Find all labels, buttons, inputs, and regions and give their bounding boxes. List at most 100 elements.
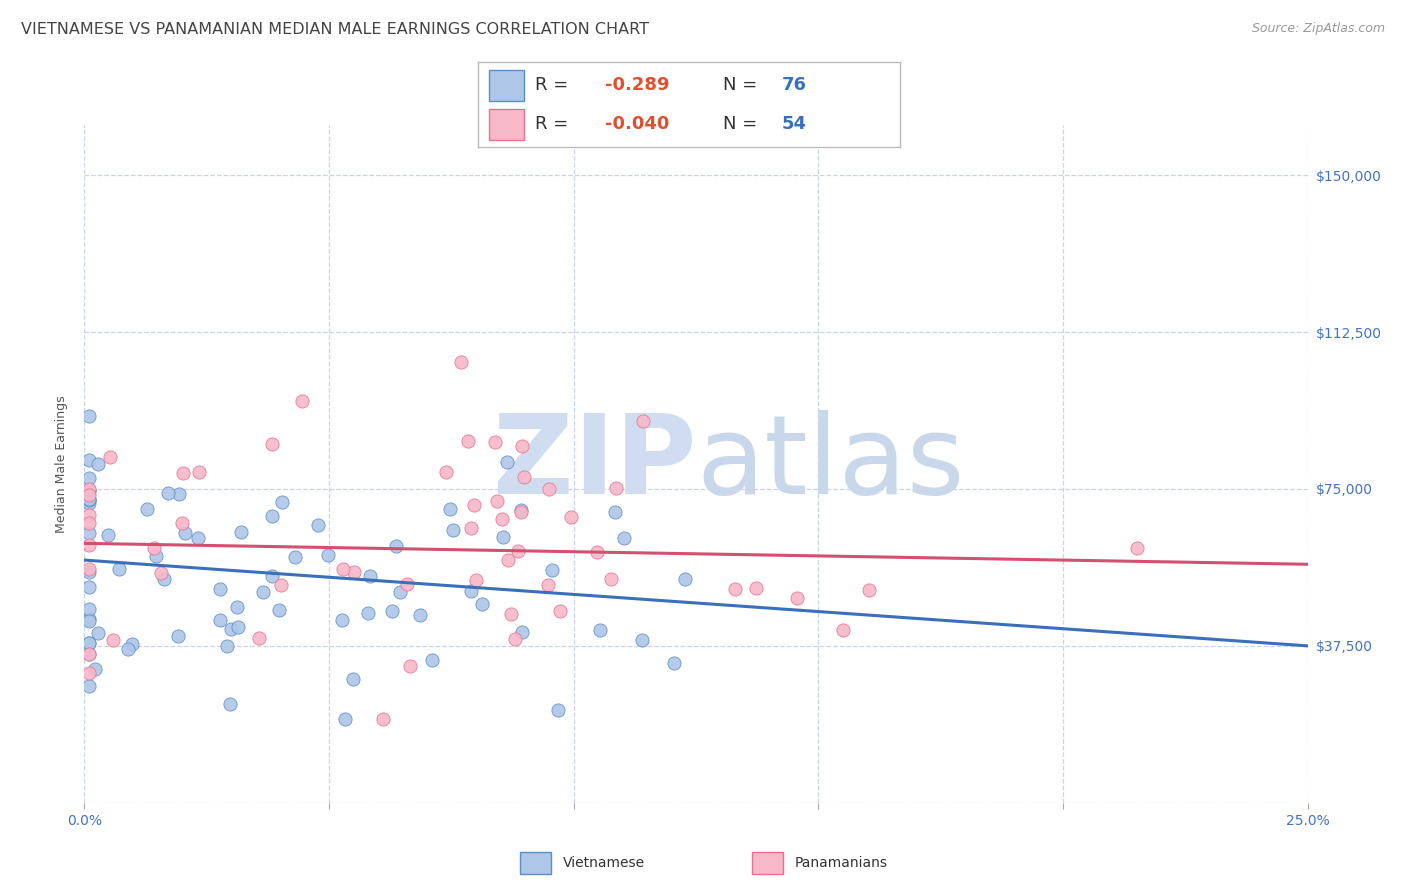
Point <box>77 614 100 628</box>
Point <box>97 527 120 541</box>
Point <box>247 631 270 645</box>
Point <box>512 470 534 484</box>
Point <box>77 636 100 650</box>
Text: R =: R = <box>536 77 568 95</box>
Point <box>744 581 766 595</box>
Point <box>77 602 100 616</box>
Point <box>457 434 479 448</box>
Point <box>460 521 482 535</box>
Bar <box>489 70 524 101</box>
Point <box>316 548 339 562</box>
Point <box>173 526 195 541</box>
Point <box>498 553 520 567</box>
Point <box>723 582 745 596</box>
Bar <box>489 109 524 139</box>
Point <box>84 662 107 676</box>
Text: ZIP: ZIP <box>492 410 696 517</box>
Point <box>512 439 534 453</box>
Point <box>77 453 100 467</box>
Point <box>252 585 274 599</box>
Point <box>108 562 131 576</box>
Point <box>117 642 139 657</box>
Point <box>145 549 167 563</box>
Point <box>77 666 100 681</box>
Point <box>215 639 238 653</box>
Point <box>270 578 292 592</box>
Point <box>496 455 519 469</box>
Point <box>167 487 190 501</box>
Point <box>510 505 533 519</box>
Point <box>77 493 100 508</box>
Point <box>77 647 100 661</box>
Point <box>77 679 100 693</box>
Text: Vietnamese: Vietnamese <box>562 856 644 871</box>
Point <box>219 622 242 636</box>
Point <box>548 604 571 618</box>
Point <box>1125 541 1147 555</box>
Point <box>330 613 353 627</box>
Point <box>152 572 174 586</box>
Point <box>284 550 307 565</box>
Text: VIETNAMESE VS PANAMANIAN MEDIAN MALE EARNINGS CORRELATION CHART: VIETNAMESE VS PANAMANIAN MEDIAN MALE EAR… <box>21 22 650 37</box>
Point <box>77 647 100 661</box>
Point <box>503 632 526 646</box>
Point <box>208 582 231 596</box>
Point <box>450 354 472 368</box>
Point <box>439 502 461 516</box>
Point <box>443 523 465 537</box>
Point <box>167 629 190 643</box>
Point <box>662 656 685 670</box>
Point <box>121 637 143 651</box>
Text: Source: ZipAtlas.com: Source: ZipAtlas.com <box>1251 22 1385 36</box>
Point <box>371 712 394 726</box>
Point <box>588 623 610 637</box>
Point <box>409 607 432 622</box>
Text: 54: 54 <box>782 115 807 133</box>
Text: atlas: atlas <box>696 410 965 517</box>
Point <box>77 493 100 508</box>
Point <box>464 573 486 587</box>
Point <box>343 566 366 580</box>
Point <box>77 636 100 650</box>
Point <box>260 437 283 451</box>
Point <box>98 450 121 465</box>
Point <box>77 580 100 594</box>
Point <box>187 531 209 545</box>
Point <box>547 703 569 717</box>
Point <box>307 518 329 533</box>
Point <box>858 583 880 598</box>
Text: R =: R = <box>536 115 568 133</box>
Point <box>605 481 627 495</box>
Point <box>86 457 108 471</box>
Point <box>420 653 443 667</box>
Point <box>510 624 533 639</box>
Point <box>156 486 179 500</box>
Point <box>260 509 283 524</box>
Point <box>434 465 457 479</box>
Point <box>613 531 636 545</box>
Text: N =: N = <box>723 115 756 133</box>
Point <box>291 393 314 408</box>
Point <box>385 539 408 553</box>
Point <box>586 545 609 559</box>
Point <box>492 530 515 544</box>
Text: N =: N = <box>723 77 756 95</box>
Point <box>77 562 100 576</box>
Point <box>172 466 194 480</box>
Text: -0.040: -0.040 <box>605 115 669 133</box>
Point <box>77 565 100 579</box>
Point <box>219 697 242 711</box>
Point <box>537 578 560 592</box>
Point <box>77 612 100 626</box>
Point <box>77 516 100 530</box>
Point <box>508 543 530 558</box>
Point <box>509 503 531 517</box>
Y-axis label: Median Male Earnings: Median Male Earnings <box>55 395 69 533</box>
Point <box>599 572 621 586</box>
Text: 76: 76 <box>782 77 807 95</box>
Point <box>149 566 172 580</box>
Point <box>226 620 249 634</box>
Point <box>86 626 108 640</box>
Point <box>832 623 855 637</box>
Point <box>143 541 166 556</box>
